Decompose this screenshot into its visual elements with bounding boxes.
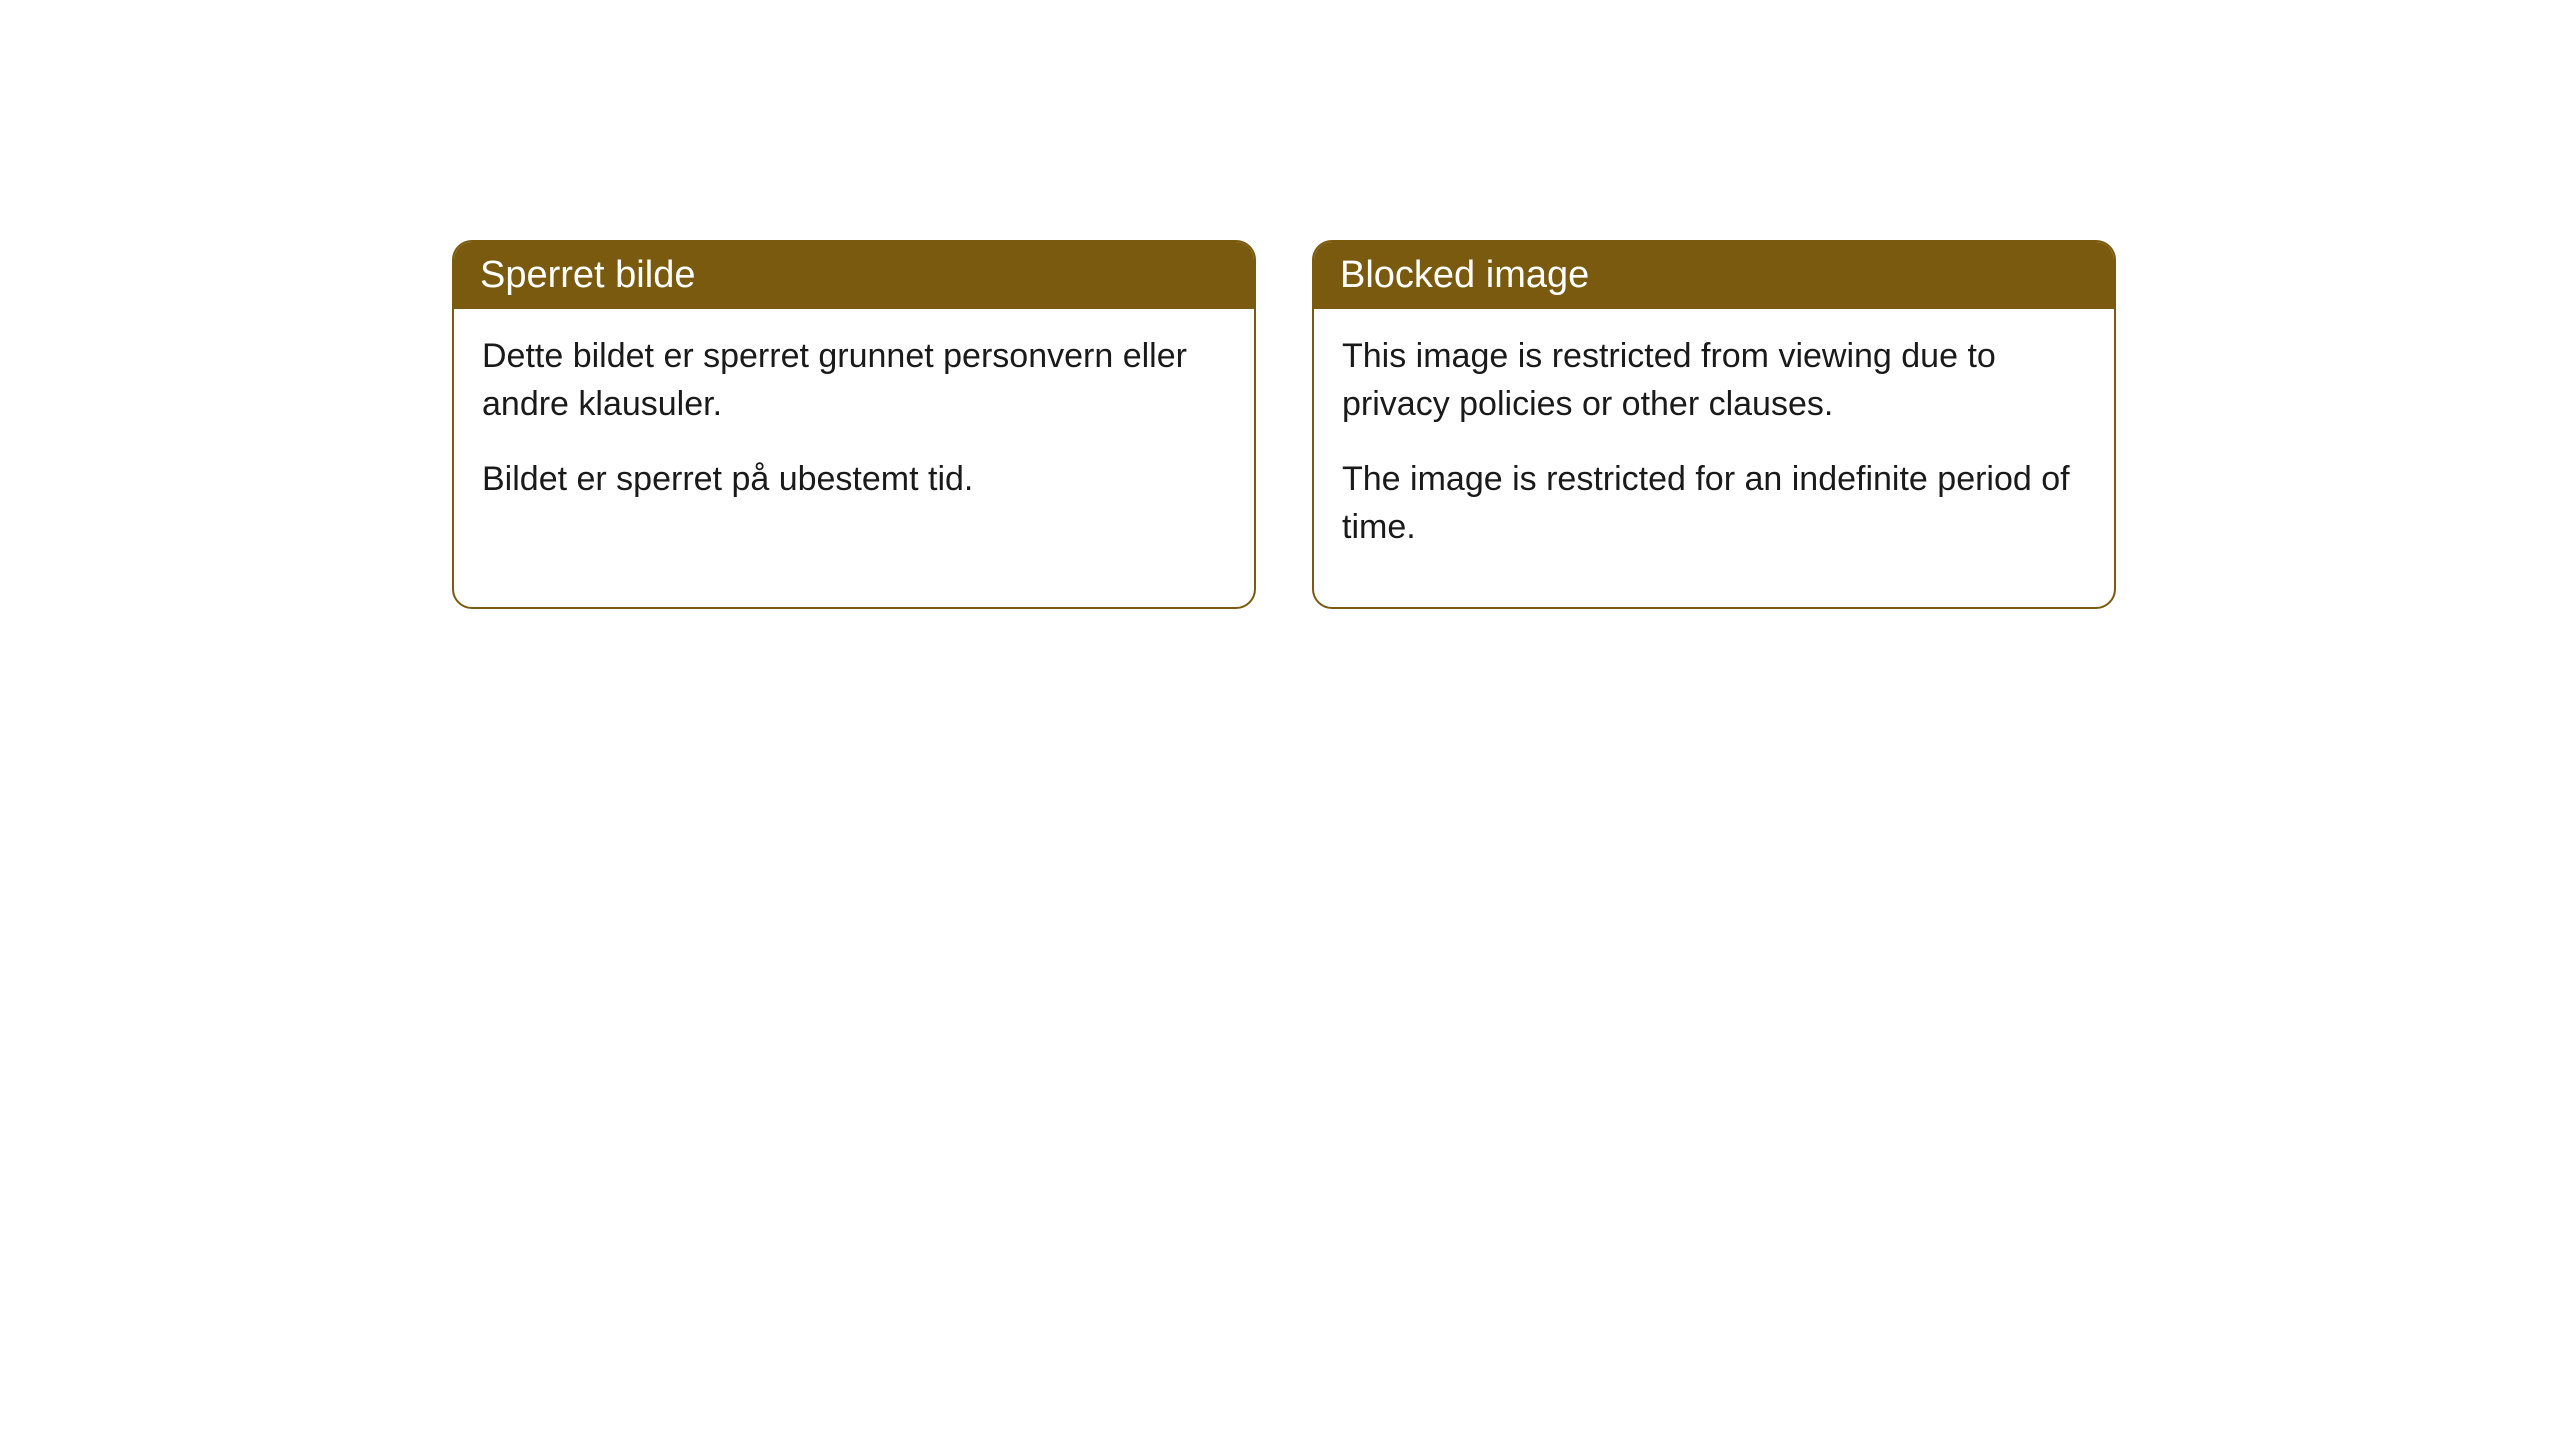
card-body: Dette bildet er sperret grunnet personve… <box>454 309 1254 560</box>
card-title: Sperret bilde <box>480 254 695 296</box>
notice-card-norwegian: Sperret bilde Dette bildet er sperret gr… <box>452 240 1256 609</box>
card-header: Blocked image <box>1314 242 2114 309</box>
notice-text-2: The image is restricted for an indefinit… <box>1342 456 2086 551</box>
notice-text-1: This image is restricted from viewing du… <box>1342 333 2086 428</box>
card-body: This image is restricted from viewing du… <box>1314 309 2114 607</box>
card-header: Sperret bilde <box>454 242 1254 309</box>
notice-card-english: Blocked image This image is restricted f… <box>1312 240 2116 609</box>
notice-cards-container: Sperret bilde Dette bildet er sperret gr… <box>452 240 2560 609</box>
card-title: Blocked image <box>1340 254 1589 296</box>
notice-text-1: Dette bildet er sperret grunnet personve… <box>482 333 1226 428</box>
notice-text-2: Bildet er sperret på ubestemt tid. <box>482 456 1226 504</box>
